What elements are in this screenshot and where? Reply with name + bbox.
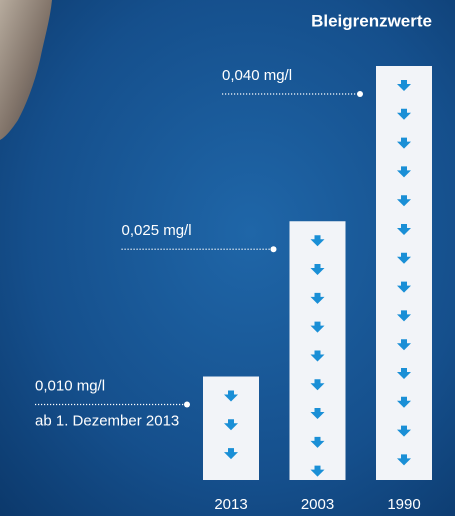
arrow-icon (310, 235, 325, 247)
value-label: 0,040 mg/l (222, 67, 292, 84)
value-label: 0,025 mg/l (122, 222, 192, 239)
arrow-icon (397, 368, 411, 379)
x-tick-label: 1990 (387, 496, 420, 513)
arrow-icon (224, 390, 238, 402)
arrow-icon (397, 80, 411, 91)
arrow-icon (310, 321, 325, 333)
leader-dot (357, 91, 363, 97)
arrow-icon (224, 448, 238, 460)
x-tick-label: 2003 (301, 496, 334, 513)
arrow-icon (310, 292, 325, 304)
bar (376, 66, 432, 480)
arrow-icon (310, 379, 325, 391)
value-label: 0,010 mg/l (35, 377, 105, 394)
arrow-icon (397, 166, 411, 178)
arrow-icon (397, 310, 411, 322)
arrow-icon (397, 425, 411, 437)
arrow-icon (310, 465, 325, 477)
arrow-icon (224, 419, 238, 431)
rock-image (0, 0, 52, 140)
arrow-icon (310, 264, 325, 276)
arrow-icon (397, 224, 411, 235)
arrow-icon (397, 454, 411, 466)
chart-title: Bleigrenzwerte (311, 11, 432, 30)
arrow-icon (397, 195, 411, 207)
arrow-icon (310, 408, 325, 420)
arrow-icon (397, 252, 411, 264)
x-tick-label: 2013 (214, 496, 247, 513)
arrow-icon (397, 108, 411, 120)
leader-dot (270, 246, 277, 253)
arrow-icon (397, 137, 411, 149)
arrow-icon (397, 396, 411, 408)
arrow-icon (397, 339, 411, 351)
arrow-icon (397, 281, 411, 293)
arrow-icon (310, 436, 325, 448)
leader-dot (184, 401, 190, 408)
annotation: ab 1. Dezember 2013 (35, 412, 179, 429)
arrow-icon (310, 350, 325, 362)
